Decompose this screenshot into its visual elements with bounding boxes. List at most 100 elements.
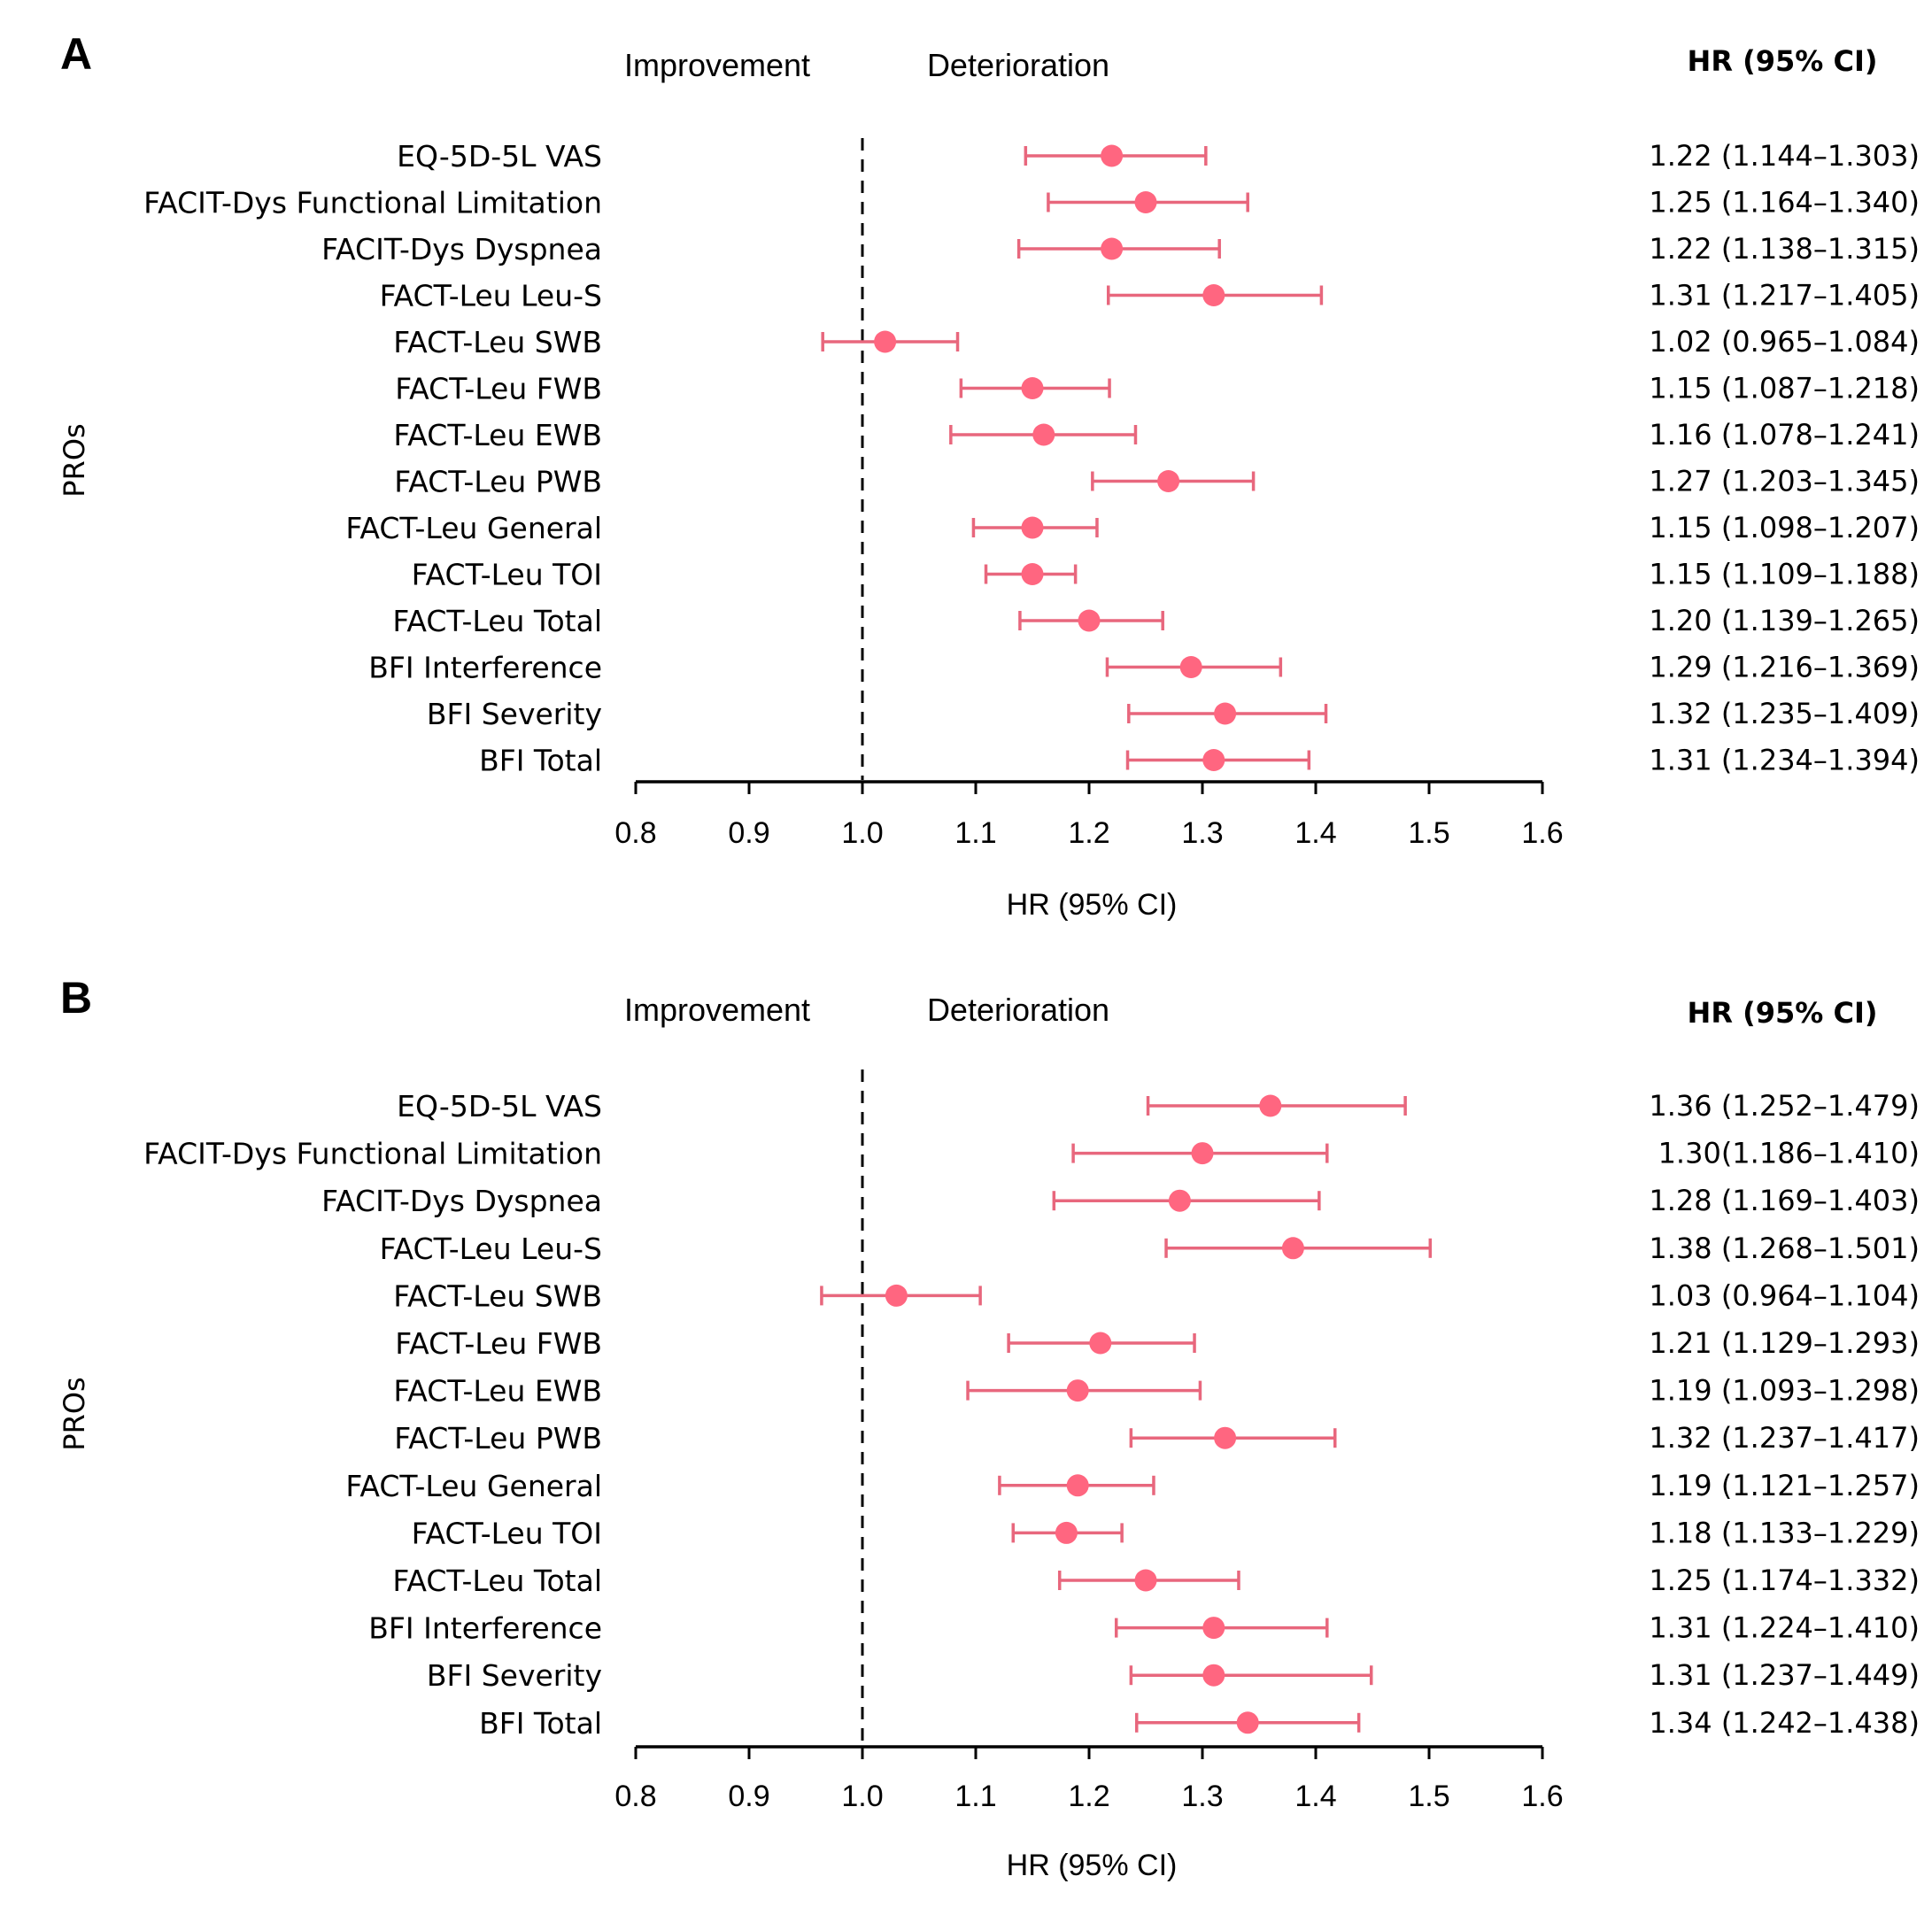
forest-row: FACIT-Dys Dyspnea 1.28 (1.169–1.403): [321, 1184, 1920, 1218]
forest-row: FACT-Leu PWB 1.32 (1.237–1.417): [394, 1421, 1920, 1456]
hr-value-text: 1.15 (1.109–1.188): [1649, 558, 1920, 591]
forest-row: FACT-Leu Total 1.20 (1.139–1.265): [392, 604, 1920, 638]
forest-row: FACT-Leu Leu-S 1.38 (1.268–1.501): [380, 1232, 1920, 1266]
hr-point: [1236, 1711, 1259, 1734]
row-label: FACIT-Dys Dyspnea: [321, 232, 602, 266]
forest-row: FACT-Leu SWB 1.02 (0.965–1.084): [393, 325, 1920, 359]
hr-point: [1202, 749, 1225, 771]
x-tick-label: 1.3: [1181, 1780, 1223, 1813]
improvement-label: Improvement: [624, 47, 810, 83]
x-tick-label: 1.2: [1068, 1780, 1109, 1813]
forest-row: BFI Interference 1.29 (1.216–1.369): [368, 651, 1920, 685]
hr-point: [885, 1284, 908, 1307]
hr-value-text: 1.30(1.186–1.410): [1658, 1137, 1920, 1170]
x-tick-label: 1.6: [1521, 1780, 1563, 1813]
hr-value-text: 1.36 (1.252–1.479): [1649, 1089, 1920, 1123]
row-label: BFI Total: [479, 1706, 602, 1741]
hr-value-text: 1.22 (1.138–1.315): [1649, 232, 1920, 266]
row-label: FACT-Leu General: [345, 1469, 602, 1503]
x-axis-title: HR (95% CI): [1007, 1849, 1178, 1882]
row-label: FACT-Leu PWB: [394, 465, 602, 499]
hr-point: [1202, 284, 1225, 306]
row-label: FACT-Leu TOI: [412, 1516, 602, 1550]
forest-row: BFI Interference 1.31 (1.224–1.410): [368, 1611, 1920, 1646]
y-axis-title: PROs: [58, 423, 91, 497]
forest-row: FACT-Leu FWB 1.15 (1.087–1.218): [395, 372, 1920, 406]
hr-point: [1032, 423, 1055, 446]
row-label: FACT-Leu SWB: [393, 325, 602, 359]
hr-point: [1191, 1142, 1214, 1165]
row-label: BFI Total: [479, 744, 602, 778]
hr-value-text: 1.25 (1.164–1.340): [1649, 186, 1920, 220]
hr-value-text: 1.31 (1.234–1.394): [1649, 744, 1920, 777]
panel-letter: B: [60, 973, 92, 1023]
hr-point: [1214, 702, 1237, 725]
y-axis-title: PROs: [58, 1377, 91, 1450]
forest-row: FACT-Leu General 1.15 (1.098–1.207): [345, 511, 1920, 545]
row-label: FACT-Leu EWB: [393, 418, 602, 452]
hr-value-text: 1.32 (1.235–1.409): [1649, 697, 1920, 730]
forest-row: BFI Severity 1.31 (1.237–1.449): [427, 1658, 1920, 1693]
row-label: FACT-Leu Total: [392, 1564, 602, 1598]
forest-row: FACT-Leu PWB 1.27 (1.203–1.345): [394, 465, 1920, 499]
x-tick-label: 0.8: [614, 1780, 656, 1813]
row-label: FACIT-Dys Functional Limitation: [143, 1137, 602, 1171]
x-tick-label: 1.5: [1408, 816, 1449, 850]
row-label: FACT-Leu Total: [392, 604, 602, 638]
x-tick-label: 1.0: [841, 816, 883, 850]
hr-point: [1021, 377, 1044, 399]
hr-point: [1281, 1237, 1304, 1260]
hr-value-text: 1.32 (1.237–1.417): [1649, 1421, 1920, 1455]
hr-point: [874, 330, 897, 353]
x-axis-title: HR (95% CI): [1007, 888, 1178, 922]
forest-row: EQ-5D-5L VAS 1.36 (1.252–1.479): [397, 1089, 1920, 1124]
hr-value-text: 1.31 (1.217–1.405): [1649, 279, 1920, 313]
hr-column-header: HR (95% CI): [1688, 996, 1878, 1030]
forest-row: EQ-5D-5L VAS 1.22 (1.144–1.303): [397, 139, 1920, 174]
row-label: EQ-5D-5L VAS: [397, 139, 602, 174]
hr-point: [1168, 1189, 1191, 1212]
hr-point: [1066, 1379, 1089, 1402]
x-tick-label: 1.1: [954, 816, 996, 850]
panel-letter: A: [60, 29, 92, 79]
hr-value-text: 1.29 (1.216–1.369): [1649, 651, 1920, 684]
x-tick-label: 0.8: [614, 816, 656, 850]
row-label: BFI Severity: [427, 1658, 602, 1693]
x-tick-label: 1.6: [1521, 816, 1563, 850]
hr-value-text: 1.20 (1.139–1.265): [1649, 604, 1920, 637]
hr-value-text: 1.22 (1.144–1.303): [1649, 139, 1920, 173]
row-label: FACT-Leu Leu-S: [380, 1232, 602, 1266]
hr-value-text: 1.34 (1.242–1.438): [1649, 1706, 1920, 1740]
forest-row: FACT-Leu FWB 1.21 (1.129–1.293): [395, 1326, 1920, 1361]
row-label: FACT-Leu PWB: [394, 1421, 602, 1456]
x-tick-label: 1.5: [1408, 1780, 1449, 1813]
hr-value-text: 1.18 (1.133–1.229): [1649, 1516, 1920, 1549]
hr-value-text: 1.03 (0.964–1.104): [1649, 1278, 1920, 1312]
hr-value-text: 1.38 (1.268–1.501): [1649, 1232, 1920, 1265]
x-tick-label: 1.1: [954, 1780, 996, 1813]
hr-point: [1259, 1094, 1282, 1117]
improvement-label: Improvement: [624, 992, 810, 1028]
row-label: FACT-Leu TOI: [412, 558, 602, 592]
x-tick-label: 1.3: [1181, 816, 1223, 850]
hr-point: [1089, 1332, 1112, 1355]
forest-row: BFI Total 1.34 (1.242–1.438): [479, 1706, 1920, 1741]
row-label: BFI Interference: [368, 1611, 602, 1646]
panel-a: A Improvement Deterioration HR (95% CI) PROs…: [58, 29, 1920, 922]
x-tick-label: 1.0: [841, 1780, 883, 1813]
hr-point: [1021, 563, 1044, 585]
hr-value-text: 1.31 (1.237–1.449): [1649, 1658, 1920, 1692]
hr-value-text: 1.28 (1.169–1.403): [1649, 1184, 1920, 1217]
x-tick-label: 1.2: [1068, 816, 1109, 850]
forest-row: FACT-Leu EWB 1.16 (1.078–1.241): [393, 418, 1920, 452]
row-label: FACIT-Dys Dyspnea: [321, 1184, 602, 1218]
forest-row: FACT-Leu Total 1.25 (1.174–1.332): [392, 1564, 1920, 1598]
row-label: FACT-Leu FWB: [395, 1326, 602, 1361]
hr-value-text: 1.27 (1.203–1.345): [1649, 465, 1920, 498]
hr-value-text: 1.19 (1.093–1.298): [1649, 1374, 1920, 1408]
forest-row: BFI Severity 1.32 (1.235–1.409): [427, 697, 1920, 731]
x-tick-label: 0.9: [728, 816, 769, 850]
row-label: BFI Interference: [368, 651, 602, 685]
row-label: FACT-Leu SWB: [393, 1278, 602, 1313]
